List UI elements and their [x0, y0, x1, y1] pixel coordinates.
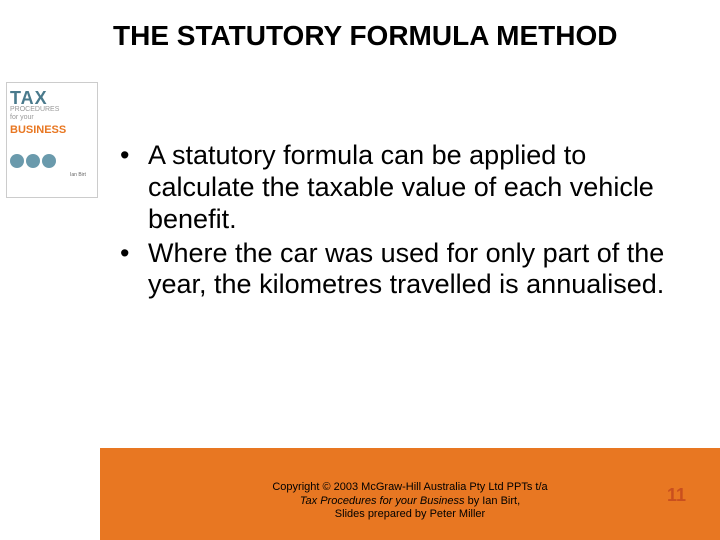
copyright-line3: Slides prepared by Peter Miller — [335, 508, 485, 520]
circle-icon — [42, 154, 56, 168]
slide-title: THE STATUTORY FORMULA METHOD — [113, 20, 618, 52]
book-subtitle: PROCEDURESfor your — [10, 106, 59, 121]
book-author: Ian Birt — [70, 172, 86, 178]
bullet-list: • A statutory formula can be applied to … — [120, 140, 680, 303]
bullet-mark: • — [120, 238, 148, 302]
list-item: • Where the car was used for only part o… — [120, 238, 680, 302]
book-decor-circles — [10, 154, 56, 168]
bullet-text: Where the car was used for only part of … — [148, 238, 680, 302]
book-title-business: BUSINESS — [10, 124, 66, 136]
circle-icon — [26, 154, 40, 168]
copyright-line1: Copyright © 2003 McGraw-Hill Australia P… — [272, 481, 547, 493]
circle-icon — [10, 154, 24, 168]
copyright-line2-italic: Tax Procedures for your Business — [300, 495, 465, 507]
copyright-line2-rest: by Ian Birt, — [465, 495, 521, 507]
bullet-text: A statutory formula can be applied to ca… — [148, 140, 680, 236]
list-item: • A statutory formula can be applied to … — [120, 140, 680, 236]
footer: Copyright © 2003 McGraw-Hill Australia P… — [100, 481, 720, 522]
copyright-text: Copyright © 2003 McGraw-Hill Australia P… — [100, 481, 720, 522]
bullet-mark: • — [120, 140, 148, 236]
slide-number: 11 — [667, 485, 686, 506]
left-sidebar — [0, 0, 100, 540]
